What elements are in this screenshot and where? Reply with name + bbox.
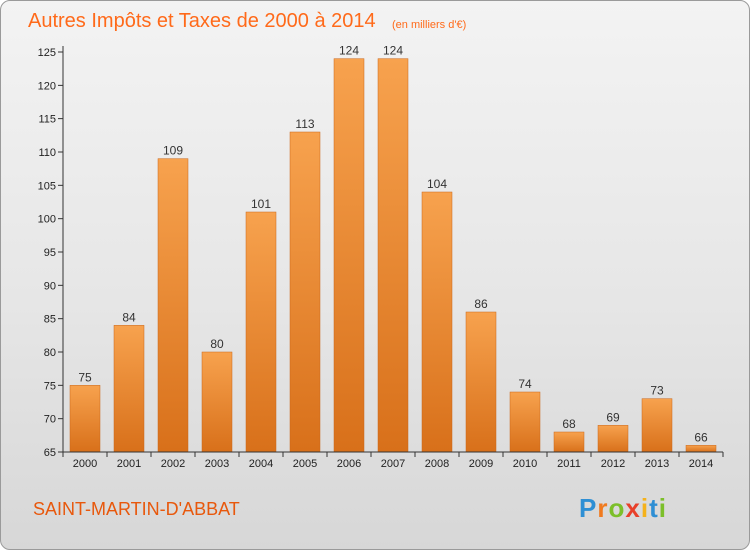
bar xyxy=(333,58,365,453)
bar xyxy=(69,385,101,453)
y-tick-label: 125 xyxy=(38,47,56,59)
y-tick-label: 105 xyxy=(38,180,56,192)
place-name: SAINT-MARTIN-D'ABBAT xyxy=(33,499,240,519)
bar xyxy=(641,398,673,453)
y-tick-label: 120 xyxy=(38,80,56,92)
x-tick-label: 2006 xyxy=(337,458,361,470)
data-label: 101 xyxy=(251,197,271,211)
y-tick-label: 115 xyxy=(38,114,56,126)
y-tick-label: 70 xyxy=(44,414,56,426)
bar xyxy=(465,311,497,453)
x-tick-label: 2010 xyxy=(513,458,537,470)
logo-letter: x xyxy=(625,493,640,523)
x-tick-label: 2001 xyxy=(117,458,141,470)
data-label: 80 xyxy=(210,337,224,351)
bar xyxy=(201,351,233,453)
bar xyxy=(553,431,585,453)
bar xyxy=(113,325,145,453)
y-tick-label: 110 xyxy=(38,147,56,159)
x-tick-label: 2013 xyxy=(645,458,669,470)
data-label: 84 xyxy=(122,310,136,324)
bar xyxy=(421,191,453,453)
y-tick-label: 100 xyxy=(38,214,56,226)
bar xyxy=(245,211,277,453)
x-tick-label: 2003 xyxy=(205,458,229,470)
data-label: 124 xyxy=(339,44,359,58)
y-tick-label: 80 xyxy=(44,347,56,359)
data-label: 69 xyxy=(606,410,620,424)
logo-letter: t xyxy=(649,493,659,523)
data-label: 113 xyxy=(295,117,314,131)
proxiti-logo: Proxiti xyxy=(579,493,667,523)
data-label: 74 xyxy=(518,377,532,391)
data-label: 66 xyxy=(694,430,708,444)
data-label: 124 xyxy=(383,44,403,58)
bar xyxy=(377,58,409,453)
bar xyxy=(289,131,321,453)
x-tick-label: 2008 xyxy=(425,458,449,470)
chart-title: Autres Impôts et Taxes de 2000 à 2014 xyxy=(28,10,376,32)
x-tick-label: 2005 xyxy=(293,458,317,470)
x-tick-label: 2000 xyxy=(73,458,97,470)
y-tick-label: 95 xyxy=(44,247,56,259)
y-axis: 65 70 75 80 85 90 95 100 105 110 115 120 125 xyxy=(38,46,64,459)
logo-letter: i xyxy=(641,493,649,523)
data-label: 104 xyxy=(427,177,447,191)
logo-letter: o xyxy=(608,493,625,523)
bars: 75 84 109 80 101 113 124 124 104 86 74 68 69 73 66 xyxy=(69,44,717,453)
data-label: 73 xyxy=(650,384,664,398)
bar xyxy=(157,158,189,453)
x-tick-label: 2002 xyxy=(161,458,185,470)
bar xyxy=(597,425,629,453)
y-tick-label: 90 xyxy=(44,280,56,292)
chart-subtitle: (en milliers d'€) xyxy=(392,19,466,31)
x-tick-label: 2014 xyxy=(689,458,713,470)
y-tick-label: 85 xyxy=(44,314,56,326)
x-tick-label: 2011 xyxy=(557,458,581,470)
logo-letter: P xyxy=(579,493,597,523)
bar xyxy=(509,391,541,453)
x-tick-label: 2012 xyxy=(601,458,625,470)
x-axis: 2000 2001 2002 2003 2004 2005 2006 2007 2008 2009… xyxy=(62,451,724,470)
x-tick-label: 2004 xyxy=(249,458,273,470)
x-tick-label: 2007 xyxy=(381,458,405,470)
logo-letter: i xyxy=(659,493,667,523)
x-tick-label: 2009 xyxy=(469,458,493,470)
data-label: 86 xyxy=(474,297,488,311)
logo-letter: r xyxy=(597,493,608,523)
data-label: 109 xyxy=(163,144,183,158)
y-tick-label: 65 xyxy=(44,447,56,459)
data-label: 68 xyxy=(562,417,576,431)
y-tick-label: 75 xyxy=(44,380,56,392)
bar xyxy=(685,445,717,453)
data-label: 75 xyxy=(78,370,92,384)
